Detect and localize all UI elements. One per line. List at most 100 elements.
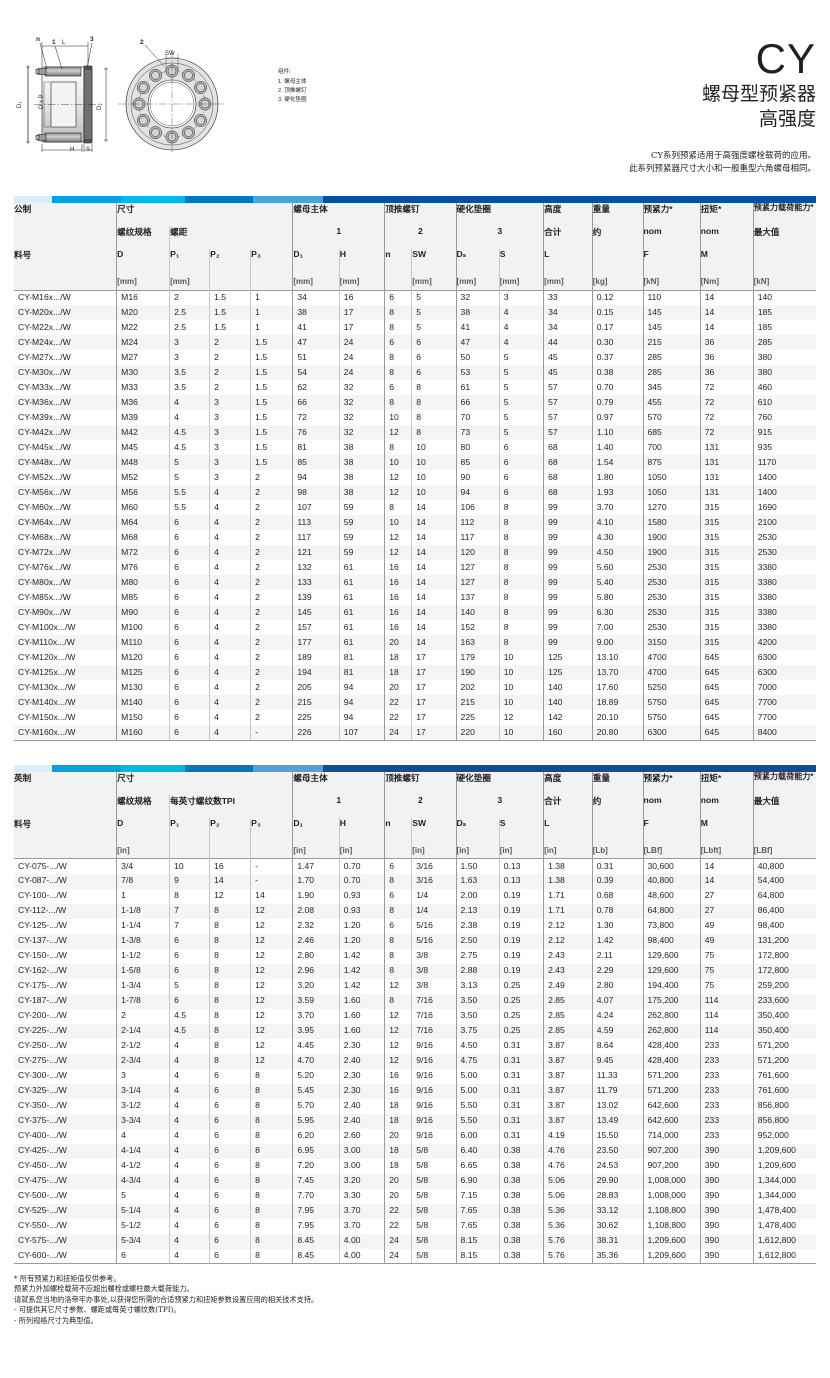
cell-value: 17 xyxy=(338,320,385,335)
cell-part-number: CY-300-.../W xyxy=(14,1068,117,1084)
cell-value: 16 xyxy=(384,575,412,590)
cell-value: 189 xyxy=(292,650,340,665)
cell-value: 8 xyxy=(498,605,544,620)
cell-value: 685 xyxy=(642,425,701,440)
cell-value: 45 xyxy=(543,365,593,380)
cell-value: 20 xyxy=(384,1188,412,1204)
cell-value: 1.60 xyxy=(338,1008,385,1024)
cell-value: 14 xyxy=(411,560,457,575)
cell-value: 17 xyxy=(411,725,457,741)
cell-value: 700 xyxy=(642,440,701,455)
cell-value: M56 xyxy=(116,485,170,500)
cell-value: 1,008,000 xyxy=(642,1173,701,1189)
unit-n xyxy=(384,845,412,859)
table-row: CY-187-.../W 1-7/8 6 8 12 3.59 1.60 8 7/16 3.50 0.… xyxy=(14,993,816,1009)
symbol-H: H xyxy=(338,249,385,277)
cell-value: 99 xyxy=(543,590,593,605)
cell-value: 5.80 xyxy=(591,590,643,605)
cell-value: 172,800 xyxy=(752,948,816,964)
cell-value: 4 xyxy=(169,395,210,410)
cell-value: 3 xyxy=(209,440,251,455)
cell-value: 6.90 xyxy=(455,1173,500,1189)
cell-value: 12 xyxy=(250,948,293,964)
cell-value: 215 xyxy=(292,695,340,710)
cell-value: 262,800 xyxy=(642,1008,701,1024)
cell-value: 8 xyxy=(169,888,210,904)
symbol-P1: P₁ xyxy=(169,249,210,277)
unit-F: [LBf] xyxy=(642,845,701,859)
cell-value: 5.06 xyxy=(543,1173,593,1189)
cell-value: 59 xyxy=(338,530,385,545)
cell-value: 4-1/4 xyxy=(116,1143,170,1159)
cell-value: 1.40 xyxy=(591,440,643,455)
cell-value: 35.36 xyxy=(591,1248,643,1264)
cell-value: 2 xyxy=(250,485,293,500)
cell-value: 6.65 xyxy=(455,1158,500,1174)
cell-value: 127 xyxy=(455,575,500,590)
unit-P1: [mm] xyxy=(169,277,210,290)
cell-value: 98,400 xyxy=(752,918,816,934)
cell-value: 8 xyxy=(250,1173,293,1189)
cell-value: 1.5 xyxy=(250,395,293,410)
cell-value: 14 xyxy=(411,605,457,620)
cell-value: 131,200 xyxy=(752,933,816,949)
cell-value: 8.45 xyxy=(292,1248,340,1264)
cell-value: 225 xyxy=(455,710,500,725)
cell-value: 6 xyxy=(209,1188,251,1204)
cell-value: 114 xyxy=(699,1023,754,1039)
cell-value: 2530 xyxy=(642,590,701,605)
cell-value: 5 xyxy=(498,410,544,425)
cell-value: 11.79 xyxy=(591,1083,643,1099)
cell-value: 0.93 xyxy=(338,888,385,904)
symbol-Ds: Dₛ xyxy=(455,817,500,846)
cell-value: 7/16 xyxy=(411,1008,457,1024)
table-row: CY-450-.../W 4-1/2 4 6 8 7.20 3.00 18 5/8 6.65 0.3… xyxy=(14,1158,816,1174)
cell-value: 1.42 xyxy=(338,978,385,994)
table-row: CY-M27x.../W M27 3 2 1.5 51 24 8 6 50 5 45 0.37 285 36… xyxy=(14,350,816,365)
cell-value: 220 xyxy=(455,725,500,741)
cell-value: 3.70 xyxy=(338,1218,385,1234)
cell-value: 1 xyxy=(250,320,293,335)
cell-value: 7/16 xyxy=(411,993,457,1009)
cell-value: 8 xyxy=(250,1233,293,1249)
cell-value: 24 xyxy=(384,1248,412,1264)
cell-value: 642,600 xyxy=(642,1098,701,1114)
cell-value: 10 xyxy=(498,725,544,741)
cell-value: 2.75 xyxy=(455,948,500,964)
header-partlabel: 料号 xyxy=(14,817,117,846)
cell-value: 1.5 xyxy=(250,440,293,455)
gradient-seg-1 xyxy=(14,764,53,772)
cell-value: 610 xyxy=(752,395,816,410)
cell-part-number: CY-M60x.../W xyxy=(14,500,117,515)
intro-text: CY系列预紧适用于高强度螺栓载荷的应用。 此系列预紧器尺寸大小和一般重型六角螺母… xyxy=(416,150,816,176)
table-row: CY-075-.../W 3/4 10 16-1.47 0.70 6 3/16 1.50 0.1… xyxy=(14,858,816,874)
table-row: CY-M52x.../W M52 5 3 2 94 38 12 10 90 6 68 1.80 1050 1… xyxy=(14,470,816,485)
cell-value: 1400 xyxy=(752,485,816,500)
cell-value: 9/16 xyxy=(411,1128,457,1144)
cell-value: 3/16 xyxy=(411,873,457,889)
cell-value: 3 xyxy=(209,425,251,440)
cell-value: 99 xyxy=(543,605,593,620)
cell-part-number: CY-250-.../W xyxy=(14,1038,117,1054)
cell-value: 6 xyxy=(209,1158,251,1174)
cell-part-number: CY-325-.../W xyxy=(14,1083,117,1099)
table-row: CY-M90x.../W M90 6 4 2 145 61 16 14 140 8 99 6.30 253… xyxy=(14,605,816,620)
cell-value: 2.11 xyxy=(591,948,643,964)
cell-value: 6.00 xyxy=(455,1128,500,1144)
cell-value: 4.30 xyxy=(591,530,643,545)
cell-value: 8.15 xyxy=(455,1248,500,1264)
cell-value: 225 xyxy=(292,710,340,725)
cell-value: 3 xyxy=(498,289,544,305)
cell-value: 20 xyxy=(384,1173,412,1189)
cell-value: 3-1/2 xyxy=(116,1098,170,1114)
cell-value: 131 xyxy=(699,440,754,455)
cell-part-number: CY-200-.../W xyxy=(14,1008,117,1024)
unit-weight: [Lb] xyxy=(591,845,643,859)
cell-value: 0.70 xyxy=(338,858,385,874)
header-height: 高度 xyxy=(543,203,593,226)
cell-value: 6.30 xyxy=(591,605,643,620)
unit-L: [in] xyxy=(543,845,593,859)
cell-value: 5.50 xyxy=(455,1098,500,1114)
cell-value: 0.31 xyxy=(498,1098,544,1114)
table-row: CY-M45x.../W M45 4.5 3 1.5 81 38 8 10 80 6 68 1.40 70… xyxy=(14,440,816,455)
